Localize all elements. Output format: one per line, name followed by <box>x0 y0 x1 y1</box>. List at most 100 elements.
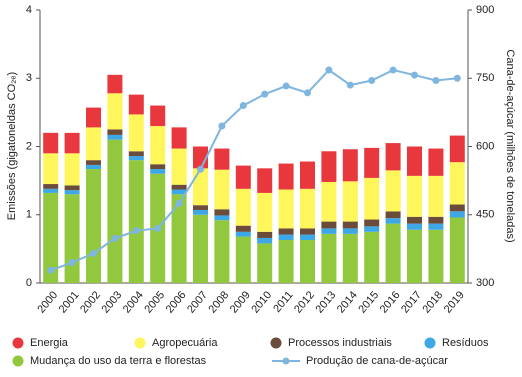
x-tick-label: 2007 <box>185 289 210 315</box>
y2-tick-label: 600 <box>476 140 494 152</box>
bar-segment <box>214 209 230 216</box>
bar-segment <box>171 189 187 195</box>
legend-marker <box>424 337 436 349</box>
bar-segment <box>128 114 144 152</box>
line-point <box>111 234 119 242</box>
bar-segment <box>193 209 208 215</box>
bar-segment <box>428 223 444 230</box>
bar-segment <box>449 204 465 212</box>
x-tick-label: 2000 <box>35 289 60 315</box>
bar-segment <box>385 170 401 212</box>
bar-segment <box>43 132 59 154</box>
bar-segment <box>407 175 422 217</box>
legend-marker <box>12 337 24 349</box>
legend-label: Processos industriais <box>288 337 392 349</box>
bar-segment <box>385 211 401 219</box>
x-tick-label: 2015 <box>356 289 381 315</box>
legend-label: Mudança do uso da terra e florestas <box>30 355 207 367</box>
bar-segment <box>278 163 294 190</box>
bar-segment <box>364 226 380 232</box>
bar-segment <box>86 160 101 165</box>
y-tick-label: 4 <box>26 4 32 16</box>
line-point <box>239 102 247 110</box>
bar-segment <box>107 74 123 94</box>
x-tick-label: 2004 <box>121 289 146 315</box>
line-point <box>346 81 354 89</box>
bar-segment <box>407 216 422 224</box>
line-point <box>304 89 311 97</box>
bar-segment <box>342 181 358 222</box>
bar-segment <box>257 243 273 283</box>
bar-segment <box>342 149 358 182</box>
line-point <box>154 224 162 232</box>
y2-tick-label: 300 <box>476 277 494 289</box>
bar-segment <box>278 234 294 241</box>
bar-segment <box>64 132 80 154</box>
bar-segment <box>428 175 444 217</box>
x-tick-label: 2018 <box>420 289 445 315</box>
y2-axis-label: Cana-de-açúcar (milhões de toneladas) <box>504 49 516 242</box>
line-point <box>218 122 226 130</box>
bar-segment <box>278 240 294 283</box>
bar-segment <box>150 164 166 170</box>
y2-tick-label: 900 <box>476 4 494 16</box>
bar-segment <box>364 219 380 227</box>
bar-segment <box>171 148 187 185</box>
x-tick-label: 2003 <box>99 289 124 315</box>
line-point <box>261 90 269 98</box>
bar-segment <box>300 234 315 241</box>
bar-segment <box>86 107 101 128</box>
bar-segment <box>214 169 230 210</box>
line-point <box>368 77 376 85</box>
legend-label: Agropecuária <box>152 337 218 349</box>
legend-marker <box>12 355 24 367</box>
bar-segment <box>43 188 59 193</box>
bar-segment <box>235 231 251 237</box>
bar-segment <box>364 147 380 178</box>
bar-segment <box>214 220 230 283</box>
bar-segment <box>214 215 230 221</box>
bar-segment <box>428 148 444 176</box>
bar-segment <box>428 216 444 224</box>
legend-label: Resíduos <box>442 337 489 349</box>
y-tick-label: 0 <box>26 277 32 289</box>
legend-label: Energia <box>30 337 69 349</box>
bar-segment <box>43 192 59 283</box>
bar-segment <box>43 184 59 189</box>
bar-segment <box>64 190 80 195</box>
bar-segment <box>342 233 358 283</box>
bar-segment <box>385 218 401 224</box>
x-tick-label: 2009 <box>228 289 253 315</box>
legend-label: Produção de cana-de-açúcar <box>306 355 448 367</box>
x-tick-label: 2005 <box>142 289 167 315</box>
line-point <box>432 77 440 85</box>
bar-segment <box>235 225 251 232</box>
bar-segment <box>407 223 422 230</box>
bar-segment <box>107 129 123 135</box>
bar-segment <box>257 237 273 244</box>
x-tick-label: 2001 <box>57 289 82 315</box>
y2-tick-label: 450 <box>476 209 494 221</box>
bar-segment <box>86 127 101 161</box>
bar-segment <box>300 188 315 229</box>
bar-segment <box>86 164 101 170</box>
bar-segment <box>171 194 187 283</box>
bar-segment <box>300 240 315 283</box>
bar-segment <box>407 229 422 283</box>
bar-segment <box>128 151 144 157</box>
bar-segment <box>300 161 315 189</box>
bar-segment <box>449 217 465 283</box>
y-axis-label: Emissões (gigatoneldas CO₂ₑ) <box>6 72 18 220</box>
bar-segment <box>171 127 187 149</box>
bar-segment <box>128 160 144 283</box>
bar-segment <box>235 236 251 283</box>
line-point <box>282 82 290 90</box>
x-tick-label: 2019 <box>442 289 467 315</box>
line-point <box>47 266 55 274</box>
y-tick-label: 1 <box>26 209 32 221</box>
x-tick-label: 2010 <box>249 289 274 315</box>
bar-segment <box>300 228 315 235</box>
bar-segment <box>193 214 208 283</box>
bar-segment <box>257 192 273 232</box>
x-tick-label: 2014 <box>335 289 360 315</box>
